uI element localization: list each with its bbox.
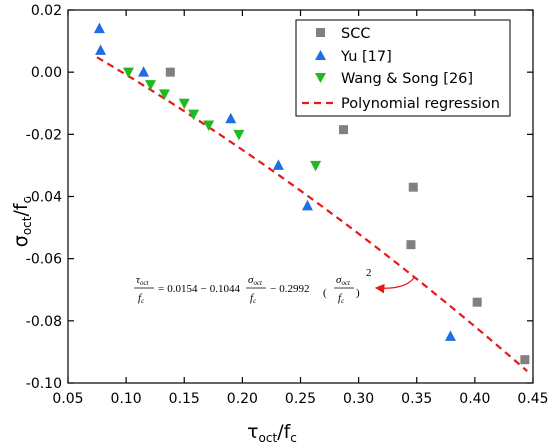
data-point-square — [472, 297, 482, 307]
eq-right-paren: ) — [356, 287, 360, 299]
x-tick-label: 0.35 — [401, 391, 432, 407]
data-point-triangle-up — [93, 22, 105, 34]
data-point-square — [165, 67, 175, 77]
legend-marker-scc — [316, 28, 325, 37]
x-tick-label: 0.10 — [111, 391, 142, 407]
data-point-triangle-up — [444, 330, 456, 341]
legend-label-scc: SCC — [341, 26, 370, 42]
data-point-triangle-down — [188, 109, 200, 121]
y-axis-ticks: 0.02 0.00 -0.02 -0.04 -0.06 -0.08 -0.10 — [26, 3, 533, 392]
data-point-triangle-up — [95, 44, 107, 55]
eq-paren-numerator: σoct — [336, 274, 351, 287]
data-point-triangle-down — [178, 98, 190, 110]
data-point-square — [406, 240, 416, 250]
regression-curve — [96, 56, 528, 372]
eq-mid-denominator: fc — [250, 292, 257, 305]
x-axis-title: τoct/fc — [247, 421, 297, 445]
x-tick-label: 0.20 — [227, 391, 258, 407]
y-tick-label: -0.08 — [26, 314, 62, 330]
data-point-triangle-down — [233, 129, 245, 141]
y-tick-label: 0.02 — [31, 3, 62, 19]
data-point-square — [339, 125, 349, 135]
regression-equation: τoct fc = 0.0154−0.1044 σoct fc −0.2992 (… — [134, 267, 415, 305]
legend-label-regression: Polynomial regression — [341, 96, 500, 112]
legend-label-wang-song: Wang & Song [26] — [341, 71, 473, 87]
y-axis-title: σoct/fc — [10, 197, 34, 247]
eq-second-term: −0.2992 — [270, 283, 309, 295]
y-tick-label: 0.00 — [31, 65, 62, 81]
data-point-triangle-up — [225, 112, 237, 124]
regression-curve-group — [96, 56, 528, 372]
y-tick-label: -0.02 — [26, 127, 62, 143]
data-point-triangle-up — [301, 199, 313, 211]
eq-mid-numerator: σoct — [248, 274, 263, 287]
equation-arrow — [374, 277, 415, 294]
legend-marker-wang-song — [315, 73, 326, 83]
legend: SCC Yu [17] Wang & Song [26] Polynomial … — [295, 19, 511, 117]
legend-label-yu: Yu [17] — [340, 49, 392, 65]
data-point-triangle-up — [138, 66, 150, 77]
data-point-triangle-up — [272, 159, 284, 170]
y-tick-label: -0.10 — [26, 376, 62, 392]
eq-power: 2 — [366, 267, 372, 279]
data-point-square — [520, 355, 530, 365]
x-tick-label: 0.30 — [343, 391, 374, 407]
eq-lhs-numerator: τoct — [136, 274, 150, 287]
data-point-square — [408, 182, 418, 192]
eq-lhs-denominator: fc — [138, 292, 145, 305]
x-tick-label: 0.45 — [517, 391, 548, 407]
data-point-triangle-down — [203, 120, 215, 132]
x-axis-ticks: 0.05 0.10 0.15 0.20 0.25 0.30 0.35 0.40 0.45 — [52, 10, 549, 407]
eq-left-paren: ( — [323, 287, 327, 299]
eq-main-line: = 0.0154−0.1044 — [158, 283, 240, 295]
data-points — [93, 22, 530, 365]
y-tick-label: -0.04 — [26, 190, 62, 206]
legend-box — [295, 19, 511, 117]
x-tick-label: 0.25 — [285, 391, 316, 407]
data-point-triangle-down — [145, 80, 157, 91]
x-tick-label: 0.40 — [459, 391, 490, 407]
data-point-triangle-down — [310, 160, 322, 172]
x-tick-label: 0.05 — [52, 391, 83, 407]
data-point-triangle-down — [122, 67, 134, 79]
eq-paren-denominator: fc — [338, 292, 345, 305]
y-tick-label: -0.06 — [26, 252, 62, 268]
legend-marker-yu — [315, 50, 326, 60]
data-point-triangle-down — [158, 89, 170, 100]
x-tick-label: 0.15 — [169, 391, 200, 407]
